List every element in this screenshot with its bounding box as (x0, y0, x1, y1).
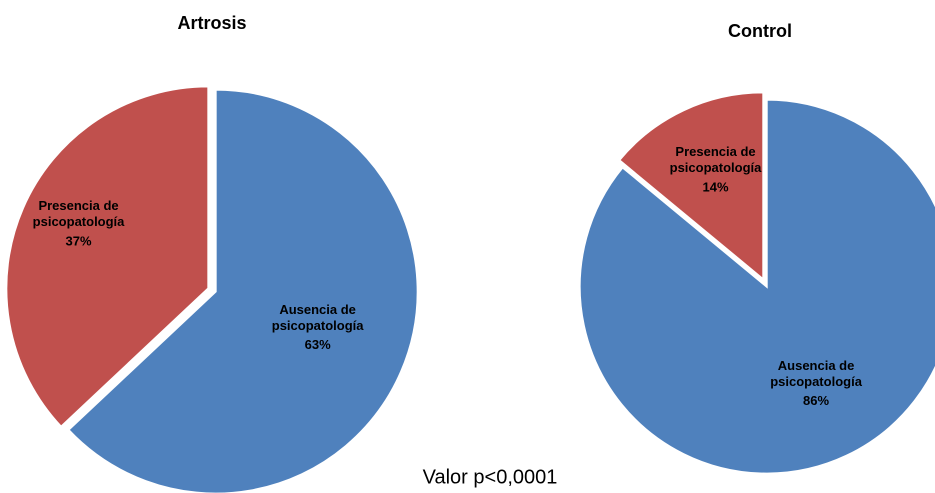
slice-category-box: Presencia de psicopatología (669, 143, 762, 175)
slice-category-box: Ausencia de psicopatología (271, 301, 364, 333)
slice-category: Presencia de psicopatología (669, 143, 762, 175)
pie-slice (578, 98, 935, 475)
pie-slice (67, 88, 419, 493)
slice-category-box: Ausencia de psicopatología (770, 357, 862, 389)
annotation: Valor p<0,0001 (423, 466, 558, 488)
data-label: 14% (703, 179, 729, 194)
pie-slice (617, 91, 765, 282)
data-label: 86% (803, 393, 829, 408)
pie-slice (5, 85, 210, 429)
slice-category-box: Presencia de psicopatología (32, 198, 125, 230)
chart-title: Control (728, 21, 792, 41)
slice-category: Presencia de psicopatología (32, 198, 125, 230)
data-label: 63% (305, 337, 331, 352)
slice-category: Ausencia de psicopatología (770, 357, 862, 389)
data-label: 37% (66, 234, 92, 249)
slice-category: Ausencia de psicopatología (271, 301, 364, 333)
chart-title: Artrosis (177, 13, 246, 33)
